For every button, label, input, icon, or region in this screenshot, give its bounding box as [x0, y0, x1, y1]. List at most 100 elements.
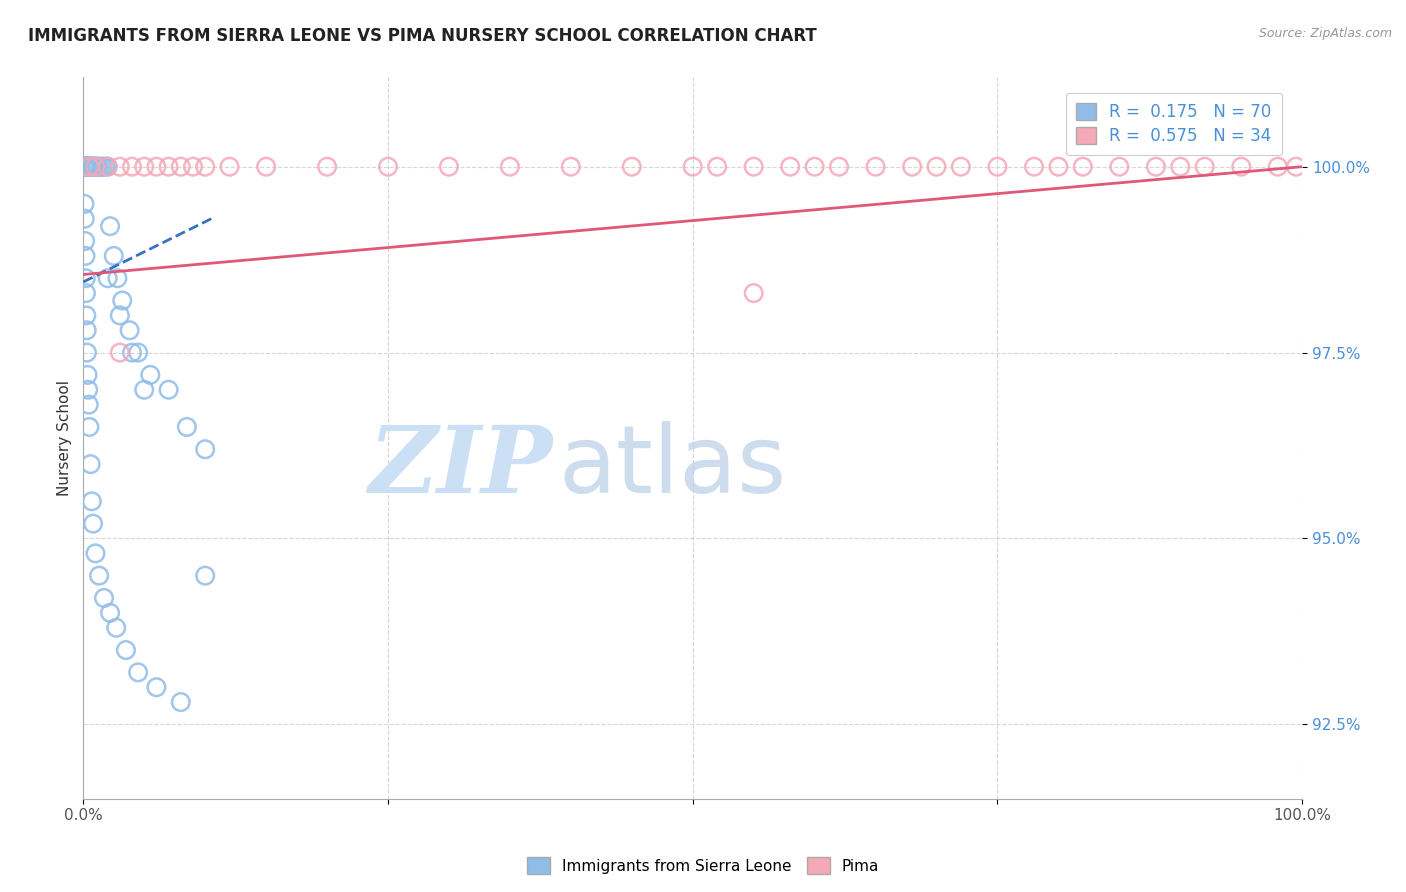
Point: [94, 160, 117, 174]
Point: [170, 160, 193, 174]
Point: [75, 160, 97, 174]
Point: [1230, 160, 1253, 174]
Point: [79, 160, 101, 174]
Point: [437, 160, 460, 174]
Point: [949, 160, 972, 174]
Point: [75, 249, 97, 263]
Point: [75, 286, 97, 301]
Point: [145, 160, 167, 174]
Point: [82, 516, 104, 531]
Point: [79, 457, 101, 471]
Point: [1108, 160, 1130, 174]
Point: [925, 160, 948, 174]
Point: [97, 160, 120, 174]
Point: [75, 271, 97, 285]
Point: [170, 695, 193, 709]
Point: [105, 621, 128, 635]
Point: [1144, 160, 1167, 174]
Point: [76, 160, 98, 174]
Point: [828, 160, 851, 174]
Point: [89, 568, 111, 582]
Point: [176, 420, 198, 434]
Point: [316, 160, 339, 174]
Point: [76, 160, 98, 174]
Point: [108, 160, 131, 174]
Point: [107, 271, 129, 285]
Y-axis label: Nursery School: Nursery School: [58, 380, 72, 496]
Text: Source: ZipAtlas.com: Source: ZipAtlas.com: [1258, 27, 1392, 40]
Point: [779, 160, 801, 174]
Point: [108, 309, 131, 323]
Point: [77, 160, 100, 174]
Point: [901, 160, 924, 174]
Point: [121, 160, 143, 174]
Point: [139, 368, 162, 382]
Point: [75, 160, 97, 174]
Point: [97, 160, 120, 174]
Point: [79, 160, 101, 174]
Point: [121, 345, 143, 359]
Point: [84, 546, 107, 560]
Point: [1047, 160, 1070, 174]
Point: [194, 442, 217, 457]
Point: [1071, 160, 1094, 174]
Point: [706, 160, 728, 174]
Point: [742, 160, 765, 174]
Point: [83, 160, 105, 174]
Point: [560, 160, 582, 174]
Point: [76, 345, 98, 359]
Point: [93, 591, 115, 605]
Legend: Immigrants from Sierra Leone, Pima: Immigrants from Sierra Leone, Pima: [520, 851, 886, 880]
Point: [1194, 160, 1216, 174]
Point: [77, 160, 100, 174]
Point: [76, 160, 98, 174]
Point: [89, 160, 111, 174]
Point: [77, 398, 100, 412]
Point: [803, 160, 825, 174]
Point: [75, 160, 97, 174]
Point: [79, 420, 101, 434]
Point: [194, 160, 217, 174]
Point: [1022, 160, 1045, 174]
Point: [77, 160, 100, 174]
Point: [73, 211, 96, 226]
Point: [742, 286, 765, 301]
Point: [82, 160, 104, 174]
Point: [682, 160, 704, 174]
Text: IMMIGRANTS FROM SIERRA LEONE VS PIMA NURSERY SCHOOL CORRELATION CHART: IMMIGRANTS FROM SIERRA LEONE VS PIMA NUR…: [28, 27, 817, 45]
Point: [82, 160, 104, 174]
Point: [145, 680, 167, 694]
Point: [75, 309, 97, 323]
Point: [620, 160, 643, 174]
Point: [103, 249, 125, 263]
Point: [194, 568, 217, 582]
Point: [115, 643, 138, 657]
Text: ZIP: ZIP: [368, 422, 553, 512]
Point: [127, 665, 149, 680]
Point: [134, 383, 156, 397]
Point: [986, 160, 1008, 174]
Point: [87, 160, 110, 174]
Point: [111, 293, 134, 308]
Text: atlas: atlas: [558, 421, 787, 513]
Point: [79, 160, 101, 174]
Point: [80, 160, 103, 174]
Point: [97, 271, 120, 285]
Point: [499, 160, 522, 174]
Point: [254, 160, 277, 174]
Point: [80, 494, 103, 508]
Point: [91, 160, 114, 174]
Point: [218, 160, 240, 174]
Legend: R =  0.175   N = 70, R =  0.575   N = 34: R = 0.175 N = 70, R = 0.575 N = 34: [1066, 93, 1282, 155]
Point: [98, 606, 121, 620]
Point: [84, 160, 107, 174]
Point: [75, 160, 97, 174]
Point: [79, 160, 101, 174]
Point: [76, 323, 98, 337]
Point: [77, 160, 100, 174]
Point: [76, 368, 98, 382]
Point: [77, 160, 100, 174]
Point: [157, 160, 180, 174]
Point: [84, 160, 107, 174]
Point: [377, 160, 399, 174]
